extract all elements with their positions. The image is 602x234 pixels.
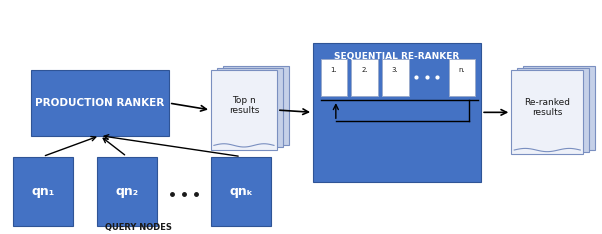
Text: Top n
results: Top n results <box>229 96 259 115</box>
Text: qn₁: qn₁ <box>31 185 54 198</box>
FancyBboxPatch shape <box>31 70 169 136</box>
FancyBboxPatch shape <box>217 68 283 147</box>
Text: n.: n. <box>459 67 465 73</box>
FancyBboxPatch shape <box>523 66 595 150</box>
Text: 3.: 3. <box>392 67 399 73</box>
Text: SEQUENTIAL RE-RANKER: SEQUENTIAL RE-RANKER <box>335 52 460 61</box>
FancyBboxPatch shape <box>352 59 378 96</box>
Text: PRODUCTION RANKER: PRODUCTION RANKER <box>35 98 164 108</box>
Text: Re-ranked
results: Re-ranked results <box>524 98 570 117</box>
FancyBboxPatch shape <box>13 157 73 226</box>
FancyBboxPatch shape <box>517 68 589 152</box>
FancyBboxPatch shape <box>448 59 475 96</box>
Text: QUERY NODES: QUERY NODES <box>105 223 172 232</box>
FancyBboxPatch shape <box>211 157 271 226</box>
FancyBboxPatch shape <box>97 157 157 226</box>
FancyBboxPatch shape <box>382 59 409 96</box>
Text: qn₂: qn₂ <box>115 185 138 198</box>
FancyBboxPatch shape <box>511 70 583 154</box>
FancyBboxPatch shape <box>313 43 481 182</box>
Text: qnₖ: qnₖ <box>229 185 253 198</box>
FancyBboxPatch shape <box>223 66 289 145</box>
Text: 2.: 2. <box>361 67 368 73</box>
FancyBboxPatch shape <box>211 70 277 150</box>
FancyBboxPatch shape <box>321 59 347 96</box>
Text: 1.: 1. <box>330 67 337 73</box>
